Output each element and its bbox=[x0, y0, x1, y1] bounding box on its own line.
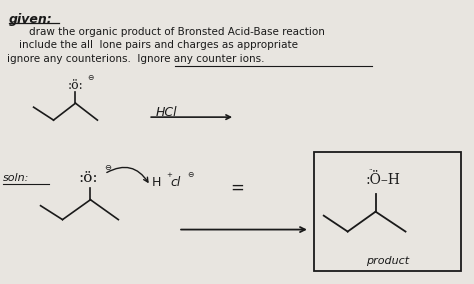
Text: ignore any counterions.  Ignore any counter ions.: ignore any counterions. Ignore any count… bbox=[7, 55, 264, 64]
Text: draw the organic product of Bronsted Acid-Base reaction: draw the organic product of Bronsted Aci… bbox=[28, 27, 325, 37]
Text: =: = bbox=[230, 179, 244, 197]
Text: :ö:: :ö: bbox=[67, 79, 83, 92]
Text: ⊖: ⊖ bbox=[187, 170, 193, 179]
Text: +: + bbox=[166, 172, 172, 178]
Text: H: H bbox=[152, 176, 162, 189]
Text: ⊖: ⊖ bbox=[87, 73, 94, 82]
Bar bbox=[314, 152, 461, 272]
Text: :ö:: :ö: bbox=[79, 171, 98, 185]
Text: soln:: soln: bbox=[3, 173, 29, 183]
Text: product: product bbox=[366, 256, 409, 266]
Text: HCl: HCl bbox=[155, 106, 177, 119]
Text: ⊖: ⊖ bbox=[104, 163, 111, 172]
Text: given:: given: bbox=[9, 12, 53, 26]
Text: ⋅⋅: ⋅⋅ bbox=[369, 167, 373, 173]
Text: cl: cl bbox=[170, 176, 181, 189]
Text: include the all  lone pairs and charges as appropriate: include the all lone pairs and charges a… bbox=[18, 41, 298, 51]
FancyArrowPatch shape bbox=[107, 167, 148, 182]
Text: :Ö–H: :Ö–H bbox=[365, 173, 401, 187]
